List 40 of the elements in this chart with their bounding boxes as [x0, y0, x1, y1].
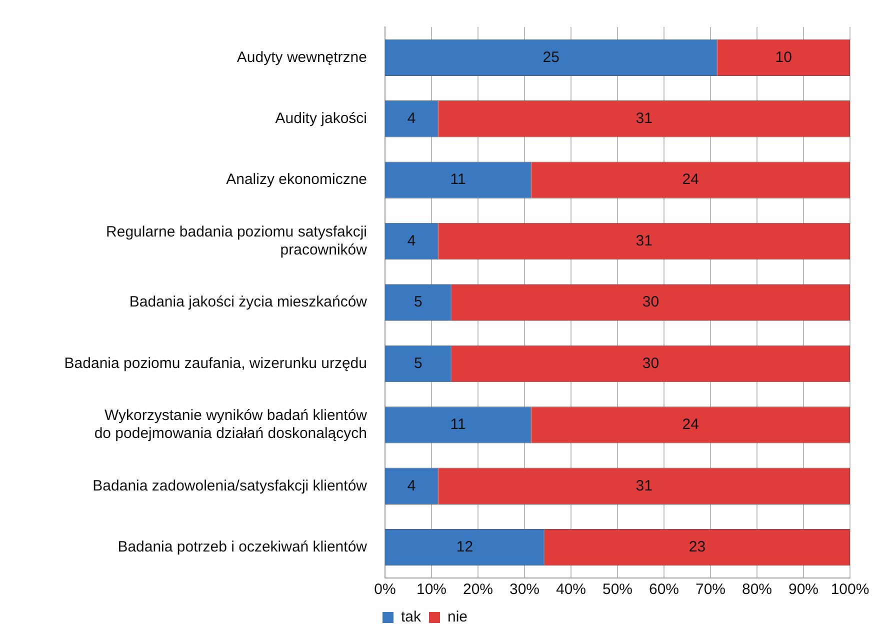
- y-tick-label: Badania zadowolenia/satysfakcji klientów: [92, 477, 368, 494]
- data-label: 24: [682, 171, 699, 188]
- y-tick-label: Audity jakości: [275, 110, 367, 127]
- data-label: 31: [636, 110, 652, 127]
- x2-tick-label: 0%: [374, 581, 396, 598]
- x2-tick-label: 100%: [830, 581, 870, 598]
- data-label: 11: [450, 416, 466, 434]
- data-label: 10: [775, 48, 792, 66]
- y-tick-label: Analizy ekonomiczne: [226, 171, 367, 188]
- y-tick-label: Regularne badania poziomu satysfakcji pracowników: [106, 223, 368, 258]
- data-label: 23: [688, 538, 706, 556]
- data-label: 4: [407, 232, 416, 250]
- x2-tick-label: 30%: [509, 581, 540, 598]
- data-label: 24: [682, 416, 699, 434]
- x2-tick-label: 10%: [416, 581, 447, 598]
- data-label: 5: [414, 354, 422, 372]
- x2-tick-label: 80%: [742, 581, 772, 598]
- x2-tick-label: 50%: [602, 581, 633, 598]
- data-label: 31: [636, 477, 652, 494]
- x2-tick-label: 20%: [462, 581, 494, 598]
- y-tick-label: Badania jakości życia mieszkańców: [129, 294, 368, 311]
- x2-tick-label: 90%: [788, 581, 819, 598]
- y-tick-label: Badania potrzeb i oczekiwań klientów: [118, 538, 368, 556]
- data-label: 11: [450, 171, 466, 188]
- y-tick-label: Badania poziomu zaufania, wizerunku urzędu: [64, 354, 367, 372]
- y-tick-label: Wykorzystanie wyników badań klientów do podejmowania działań doskonalących: [94, 407, 368, 442]
- x2-tick-label: 60%: [648, 581, 680, 598]
- data-label: 25: [542, 48, 560, 66]
- data-label: 30: [642, 294, 660, 311]
- x2-tick-label: 40%: [556, 581, 586, 598]
- y-tick-label: Audyty wewnętrzne: [236, 48, 367, 66]
- data-label: 12: [456, 538, 474, 556]
- data-label: 30: [642, 354, 660, 372]
- data-label: 4: [407, 477, 416, 494]
- x2-tick-label: 70%: [695, 581, 726, 598]
- legend-label: nie: [447, 608, 468, 626]
- data-label: 4: [407, 110, 416, 127]
- legend-label: tak: [400, 608, 422, 626]
- data-label: 5: [414, 294, 422, 311]
- data-label: 31: [636, 232, 652, 250]
